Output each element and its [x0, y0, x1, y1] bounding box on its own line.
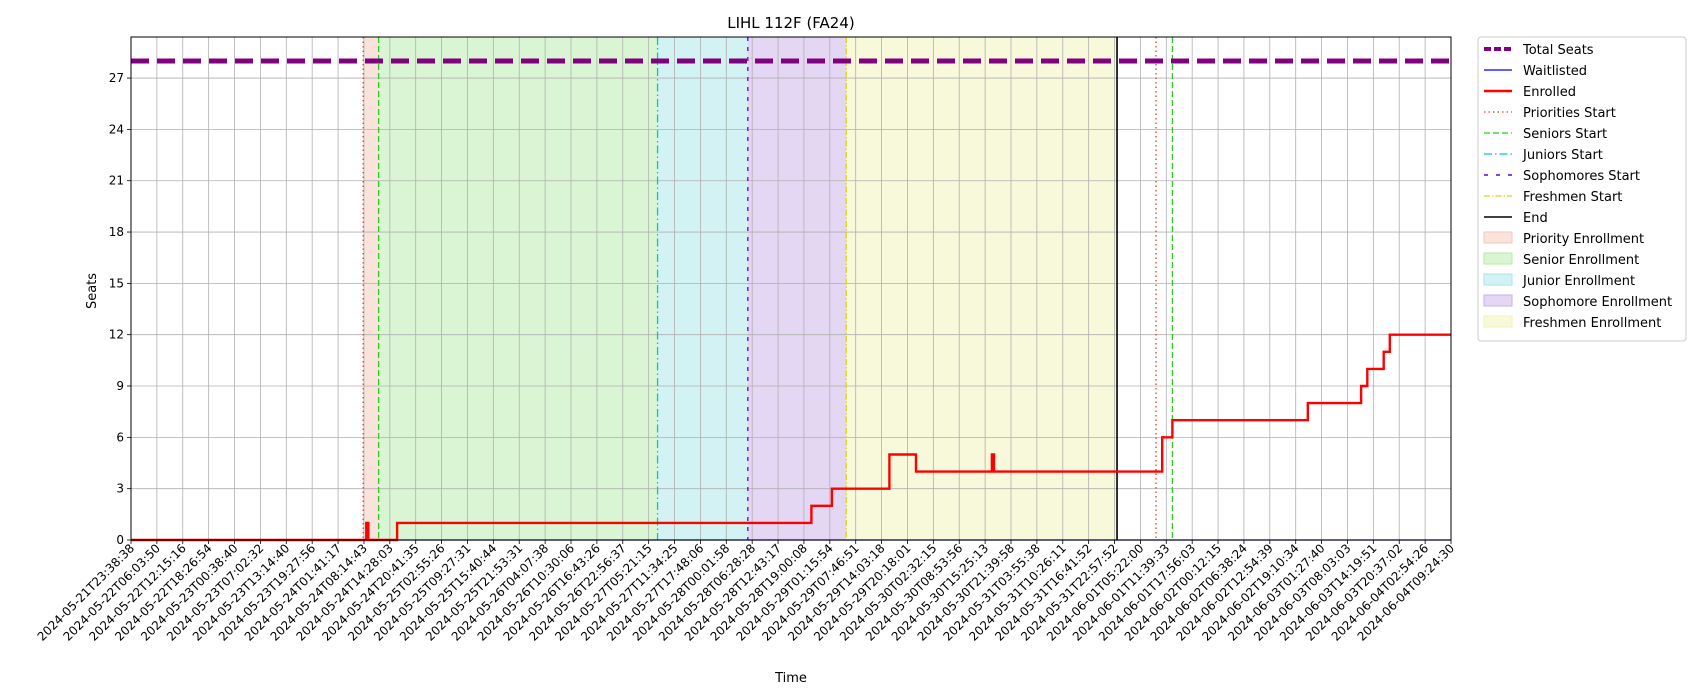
- x-axis-label: Time: [774, 671, 807, 686]
- series-line: [131, 333, 1451, 542]
- y-tick-label: 6: [116, 430, 124, 444]
- grid-lines: [130, 37, 1452, 541]
- y-tick-label: 24: [109, 122, 124, 136]
- legend-label: Senior Enrollment: [1523, 253, 1639, 268]
- legend-swatch: [1483, 273, 1513, 286]
- y-tick-label: 15: [109, 276, 124, 290]
- legend-swatch: [1483, 231, 1513, 244]
- legend-label: Seniors Start: [1523, 127, 1607, 142]
- enrollment-phases: [363, 37, 1118, 540]
- legend-swatch: [1483, 315, 1513, 328]
- legend-swatch: [1483, 252, 1513, 265]
- y-tick-label: 18: [109, 225, 124, 239]
- phase-markers: [362, 37, 1174, 540]
- legend-label: Juniors Start: [1522, 148, 1603, 163]
- y-axis-ticks: 0 3 6 9 12 15 18 21 24 27: [109, 71, 131, 547]
- phase-band: [657, 37, 748, 540]
- y-tick-label: 3: [116, 482, 124, 496]
- legend-label: Freshmen Enrollment: [1523, 316, 1661, 331]
- legend-label: Total Seats: [1522, 43, 1594, 58]
- phase-band: [846, 37, 1118, 540]
- plot-border: [130, 36, 1452, 541]
- phase-band: [747, 37, 847, 540]
- legend-label: Junior Enrollment: [1522, 274, 1635, 289]
- phase-band: [378, 37, 658, 540]
- legend-swatch: [1483, 294, 1513, 307]
- phase-band: [363, 37, 379, 540]
- x-axis-ticks: 2024-05-21T23:38:382024-05-22T06:03:5020…: [35, 540, 1457, 644]
- legend-label: Priorities Start: [1523, 106, 1616, 121]
- legend-box: [1477, 36, 1687, 342]
- y-tick-label: 27: [109, 71, 124, 85]
- legend: Total Seats Waitlisted Enrolled Priorities …: [1477, 36, 1687, 342]
- y-tick-label: 12: [109, 328, 124, 342]
- legend-label: Sophomore Enrollment: [1523, 295, 1672, 310]
- y-tick-label: 0: [116, 533, 124, 547]
- legend-label: End: [1523, 211, 1548, 226]
- y-tick-label: 9: [116, 379, 124, 393]
- legend-label: Freshmen Start: [1523, 190, 1622, 205]
- legend-label: Sophomores Start: [1523, 169, 1640, 184]
- y-tick-label: 21: [109, 174, 124, 188]
- legend-label: Priority Enrollment: [1523, 232, 1644, 247]
- legend-label: Enrolled: [1523, 85, 1576, 100]
- chart-title: LIHL 112F (FA24): [727, 14, 855, 32]
- y-axis-label: Seats: [85, 273, 100, 309]
- legend-label: Waitlisted: [1523, 64, 1587, 79]
- plot-frame: [130, 36, 1452, 541]
